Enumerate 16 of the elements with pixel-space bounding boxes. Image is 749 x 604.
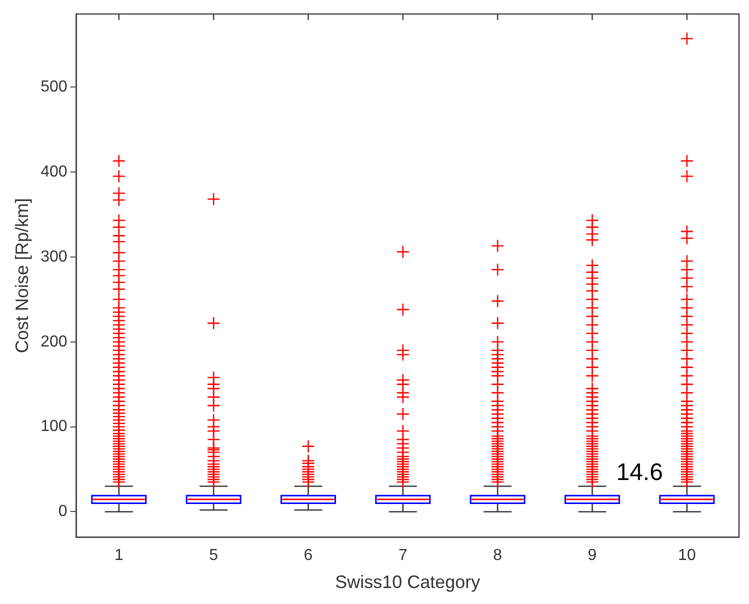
x-tick-label: 6 [304,547,313,564]
x-tick-label: 8 [493,547,502,564]
x-tick-label: 5 [209,547,218,564]
y-tick-label: 300 [40,248,68,266]
annotation: 14.6 [616,459,663,486]
x-tick-label: 9 [588,547,597,564]
x-axis-title: Swiss10 Category [335,572,480,592]
y-tick-label: 500 [40,78,68,96]
y-tick-label: 100 [40,418,68,436]
y-tick-label: 0 [58,503,68,520]
x-tick-label: 7 [398,547,408,564]
y-tick-label: 400 [40,163,68,180]
x-tick-label: 1 [114,547,124,564]
y-axis-title: Cost Noise [Rp/km] [12,198,32,354]
x-tick-label: 10 [678,547,696,564]
y-tick-label: 200 [40,333,68,350]
